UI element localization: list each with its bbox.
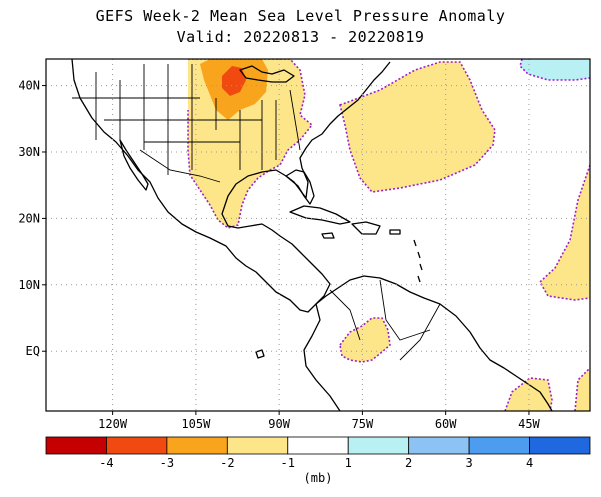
- coastline-south-america: [303, 275, 553, 411]
- positive-anomaly-south-america: [340, 318, 390, 362]
- colorbar-swatch: [468, 436, 530, 455]
- map-frame: [45, 58, 591, 412]
- colorbar-tick-label: -1: [281, 456, 295, 470]
- map-title: GEFS Week-2 Mean Sea Level Pressure Anom…: [95, 7, 506, 25]
- longitude-label: 90W: [268, 417, 290, 431]
- colorbar-swatch: [287, 436, 349, 455]
- coastline-north-america: [71, 59, 391, 313]
- longitude-label: 45W: [518, 417, 540, 431]
- colorbar-unit: (mb): [304, 471, 333, 485]
- longitude-label: 105W: [181, 417, 211, 431]
- coastline-galapagos: [255, 349, 265, 359]
- latitude-label: 40N: [18, 79, 40, 93]
- latitude-labels: 40N 30N 20N 10N EQ: [18, 79, 46, 358]
- colorbar-tick-labels: -4 -3 -2 -1 1 2 3 4: [99, 456, 533, 470]
- latitude-label: 30N: [18, 145, 40, 159]
- longitude-label: 60W: [435, 417, 457, 431]
- positive-anomaly-peak: [222, 66, 246, 96]
- latitude-label: 20N: [18, 211, 40, 225]
- coastline-great-lakes: [239, 65, 295, 83]
- coastlines: [71, 59, 553, 411]
- latitude-label: 10N: [18, 278, 40, 292]
- anomaly-shading: [188, 59, 590, 411]
- coastline-baja: [119, 139, 149, 191]
- colorbar-tick-label: 2: [405, 456, 412, 470]
- longitude-label: 120W: [98, 417, 128, 431]
- colorbar-tick-label: 4: [526, 456, 533, 470]
- colorbar-swatch: [408, 436, 470, 455]
- coastline-hispaniola: [351, 221, 381, 235]
- colorbar-swatch: [226, 436, 289, 455]
- coastline-lesser-antilles: [413, 239, 423, 283]
- colorbar-tick-label: -2: [220, 456, 234, 470]
- positive-anomaly-atlantic: [340, 62, 495, 192]
- positive-anomaly-east-atlantic: [540, 165, 590, 300]
- colorbar-tick-label: 1: [345, 456, 352, 470]
- coastline-jamaica: [321, 232, 335, 239]
- colorbar-swatch: [166, 436, 228, 455]
- anomaly-contours: [187, 59, 590, 411]
- graticule: [46, 59, 590, 411]
- colorbar-swatch: [529, 436, 591, 455]
- colorbar: [45, 436, 591, 455]
- colorbar-tick-label: 3: [465, 456, 472, 470]
- latitude-label: EQ: [26, 344, 40, 358]
- colorbar-swatch: [106, 436, 168, 455]
- longitude-labels: 120W 105W 90W 75W 60W 45W: [98, 411, 541, 431]
- map-valid-dates: Valid: 20220813 - 20220819: [176, 28, 425, 46]
- negative-anomaly-northeast: [520, 59, 590, 80]
- coastline-puerto-rico: [389, 229, 401, 235]
- colorbar-swatch: [45, 436, 107, 455]
- colorbar-tick-label: -3: [160, 456, 174, 470]
- colorbar-swatch: [347, 436, 410, 455]
- political-borders: [72, 64, 441, 361]
- colorbar-tick-label: -4: [99, 456, 113, 470]
- longitude-label: 75W: [352, 417, 374, 431]
- positive-anomaly-southeast-2: [575, 368, 590, 411]
- coastline-florida: [285, 169, 315, 205]
- coastline-cuba: [289, 205, 351, 225]
